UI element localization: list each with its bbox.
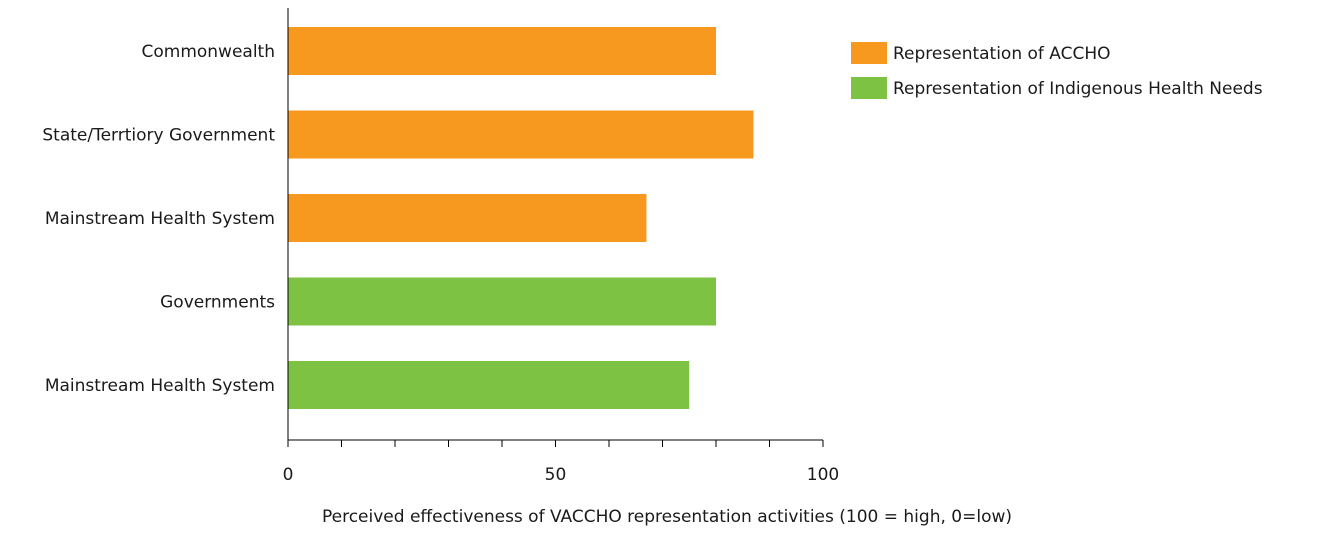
axes-layer <box>287 8 824 447</box>
legend-label: Representation of Indigenous Health Need… <box>893 79 1263 99</box>
x-axis-title: Perceived effectiveness of VACCHO repres… <box>322 507 1012 527</box>
category-label: Commonwealth <box>141 42 275 62</box>
category-label: Governments <box>160 293 275 313</box>
bar-3 <box>288 194 647 242</box>
x-tick-label: 50 <box>545 465 567 485</box>
category-label: Mainstream Health System <box>45 376 275 396</box>
category-label: State/Terrtiory Government <box>42 126 275 146</box>
bars-layer <box>288 27 754 409</box>
legend-label: Representation of ACCHO <box>893 44 1111 64</box>
category-label: Mainstream Health System <box>45 209 275 229</box>
x-tick-label: 0 <box>283 465 294 485</box>
bar-5 <box>288 361 690 409</box>
legend-swatch <box>851 42 887 64</box>
legend: Representation of ACCHO Representation of… <box>851 42 1263 99</box>
x-tick-label: 100 <box>807 465 839 485</box>
bar-1 <box>288 27 716 75</box>
bar-4 <box>288 277 716 326</box>
bar-2 <box>288 110 754 159</box>
legend-swatch <box>851 77 887 99</box>
labels-layer: Commonwealth State/Terrtiory Government Ma… <box>42 42 839 485</box>
